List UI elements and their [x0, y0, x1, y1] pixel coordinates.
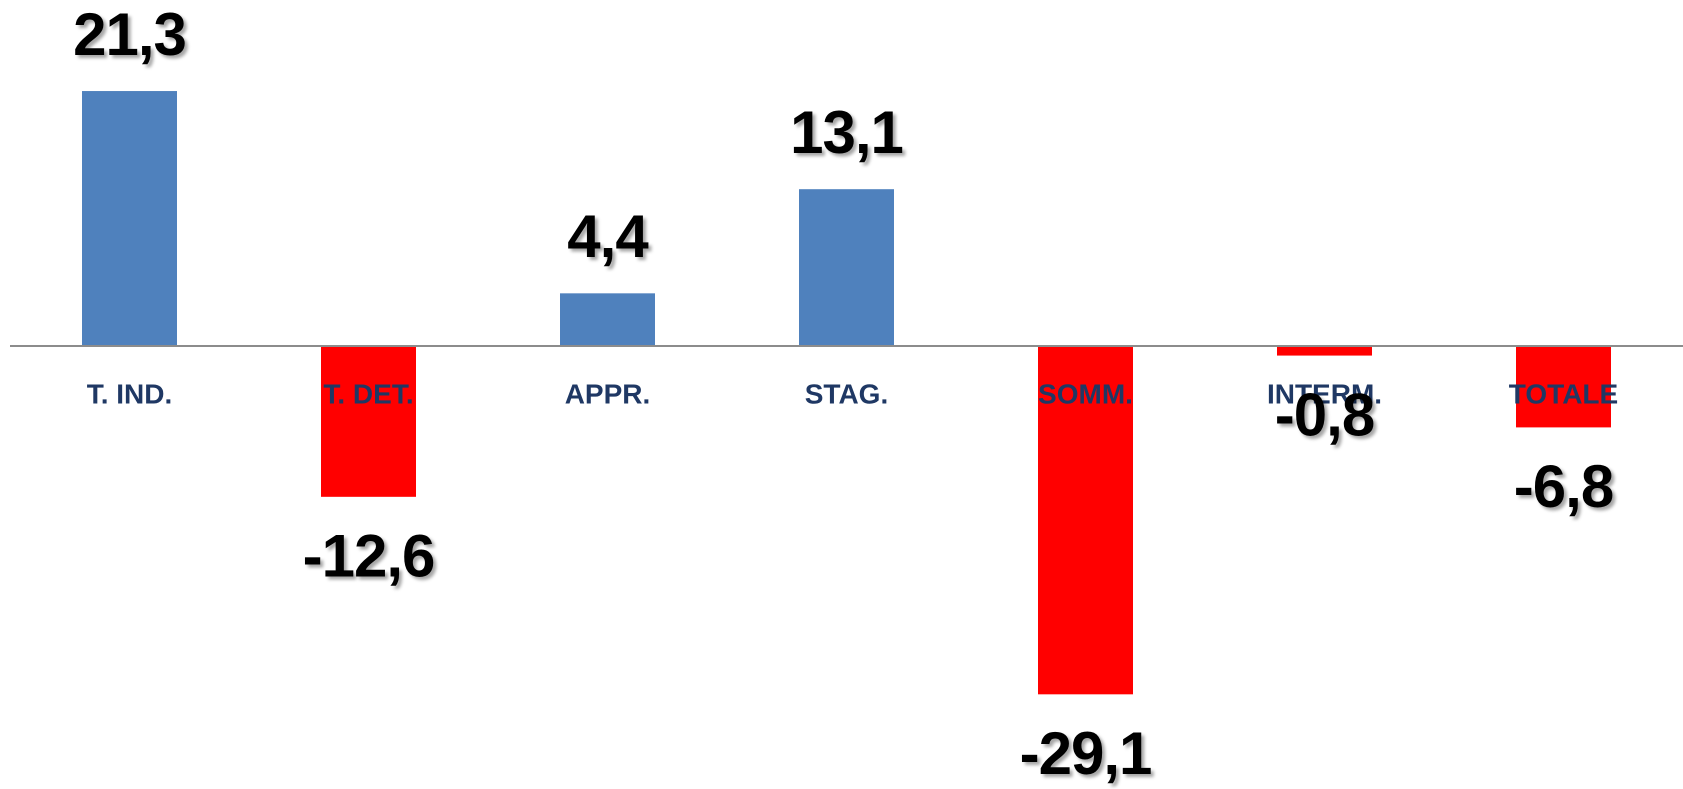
value-label: 4,4	[567, 203, 649, 270]
x-tick-label: T. DET.	[323, 378, 413, 409]
x-tick-label: INTERM.	[1267, 378, 1382, 409]
x-tick-label: APPR.	[565, 378, 651, 409]
bar	[1277, 346, 1372, 356]
bar	[321, 346, 416, 497]
value-label: -0,8	[1275, 381, 1374, 448]
x-tick-label: STAG.	[805, 378, 888, 409]
bar	[560, 293, 655, 346]
bar	[799, 189, 894, 346]
value-label: 13,1	[790, 99, 903, 166]
x-tick-label: T. IND.	[87, 378, 173, 409]
bar	[1038, 346, 1133, 695]
x-tick-label: TOTALE	[1509, 378, 1618, 409]
value-label: -12,6	[303, 523, 435, 590]
value-label: -29,1	[1020, 720, 1152, 787]
x-tick-label: SOMM.	[1038, 378, 1133, 409]
value-label: 21,3	[73, 1, 186, 68]
bar	[82, 91, 177, 346]
bar	[1516, 346, 1611, 428]
value-label: -6,8	[1514, 453, 1613, 520]
